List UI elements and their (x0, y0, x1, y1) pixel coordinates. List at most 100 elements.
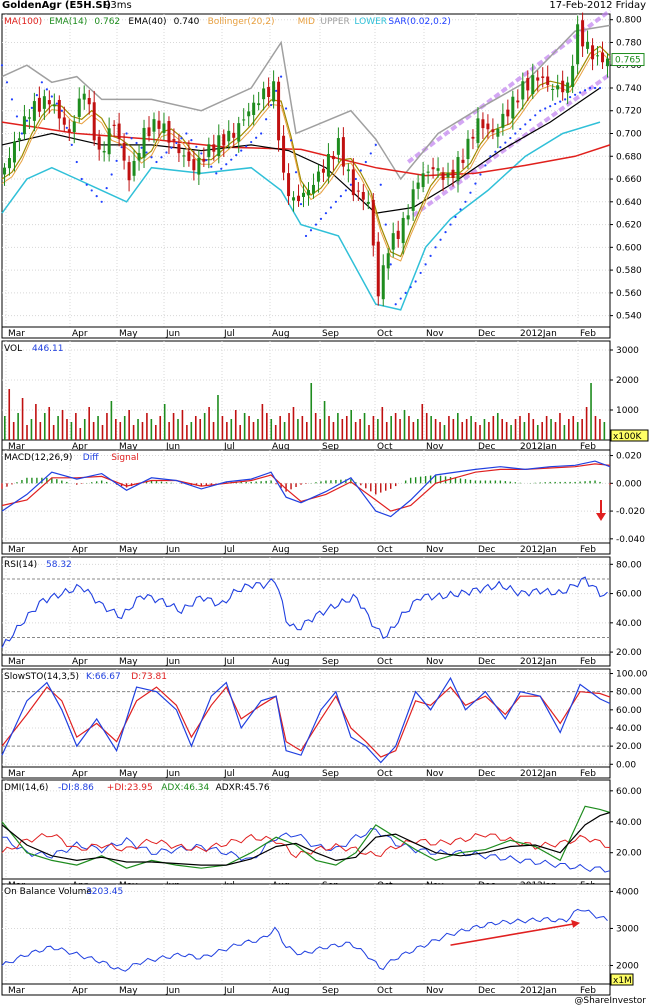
volume-bar (110, 401, 113, 440)
candle-body (446, 173, 450, 178)
sar-dot (329, 206, 333, 209)
volume-bar (368, 425, 370, 440)
sar-dot (250, 140, 253, 144)
month-label: Nov (426, 442, 444, 452)
sar-dot (10, 98, 14, 101)
candle-body (511, 96, 515, 119)
rsi-value: 58.32 (46, 560, 72, 570)
volume-bar (83, 419, 86, 440)
y-tick-label: 0.580 (616, 266, 642, 276)
sar-dot (185, 132, 188, 135)
month-label: Mar (8, 769, 25, 779)
sar-dot (155, 160, 158, 164)
sar-dot (65, 126, 68, 129)
volume-bar (252, 422, 255, 440)
sar-dot (255, 136, 258, 139)
candle-body (516, 100, 520, 103)
candle-body (431, 167, 435, 170)
legend-entry: 0.762 (94, 17, 120, 27)
volume-bar (123, 416, 126, 440)
sar-dot (344, 189, 347, 192)
sar-dot (260, 132, 263, 135)
volume-bar (345, 416, 348, 440)
month-axis-0 (1, 326, 611, 339)
month-label: Oct (377, 769, 393, 779)
panel-frame-4 (1, 668, 611, 768)
last-price-label: 0.765 (615, 56, 641, 66)
legend-entry: ADXR:45.76 (216, 783, 270, 793)
candle-body (137, 153, 141, 161)
candle-body (7, 158, 11, 169)
sar-dot (499, 146, 502, 149)
candle-body (2, 167, 6, 175)
candle-body (82, 93, 86, 100)
sar-dot (549, 105, 552, 108)
candle-body (426, 171, 430, 173)
sar-dot (270, 103, 273, 107)
sar-dot (279, 75, 283, 78)
volume-bar (319, 419, 321, 440)
volume-bar (377, 419, 379, 440)
volume-bar (314, 413, 317, 440)
y-tick-label: 1000 (616, 406, 639, 416)
sar-dot (205, 158, 208, 162)
sar-dot (40, 81, 43, 84)
y-tick-label: 0.560 (616, 289, 642, 299)
sar-dot (464, 200, 467, 203)
bollinger-mid-line (1, 50, 611, 262)
candle-body (77, 98, 81, 117)
candle-body (376, 241, 380, 297)
candle-body (62, 117, 66, 125)
candle-body (386, 253, 390, 269)
candle-body (72, 121, 76, 133)
month-label: Jun (165, 986, 180, 996)
volume-bar (310, 383, 313, 440)
candle-body (436, 168, 440, 171)
candle-body (496, 128, 500, 137)
month-label: Dec (478, 545, 495, 555)
footer-credit: @ShareInvestor (574, 996, 646, 1006)
month-label: Sep (322, 769, 339, 779)
volume-bar (425, 413, 428, 440)
candle-body (311, 184, 315, 194)
volume-bar (190, 422, 193, 440)
sar-dot (220, 167, 223, 170)
y-tick-label: 0.020 (616, 452, 642, 462)
month-label: Mar (8, 442, 25, 452)
candle-body (601, 52, 605, 63)
sar-dot (554, 102, 557, 106)
month-label: Apr (72, 442, 88, 452)
y-tick-label: -0.040 (616, 535, 645, 545)
sar-dot (75, 160, 78, 164)
sar-dot (349, 183, 352, 186)
volume-bar (492, 416, 495, 440)
sar-dot (424, 263, 427, 266)
candle-body (576, 24, 580, 65)
sar-dot (225, 163, 228, 166)
sar-dot (195, 145, 198, 148)
sar-dot (230, 158, 233, 161)
month-label: Feb (580, 657, 596, 667)
volume-bar (226, 422, 228, 440)
volume-bar (199, 419, 202, 440)
month-label: Nov (426, 545, 444, 555)
y-tick-label: 20.00 (616, 849, 642, 859)
volume-bar (221, 416, 224, 440)
candle-body (571, 65, 575, 87)
sar-dot (593, 86, 597, 90)
volume-bar (452, 419, 455, 440)
sto-title: SlowSTO(14,3,5) (4, 672, 79, 682)
volume-bar (75, 413, 77, 440)
legend-entry: 0.740 (174, 17, 200, 27)
volume-bar (163, 404, 166, 440)
y-tick-label: 0.600 (616, 243, 642, 253)
month-label: Dec (478, 986, 495, 996)
volume-bar (554, 422, 557, 440)
legend-entry: UPPER (320, 17, 349, 27)
month-label: Sep (322, 657, 339, 667)
candle-body (67, 129, 71, 133)
legend-entry: Signal (111, 453, 139, 463)
candle-body (37, 97, 41, 112)
month-label: Jul (223, 657, 235, 667)
sar-dot (190, 139, 193, 142)
